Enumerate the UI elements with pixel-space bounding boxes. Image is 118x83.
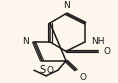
Text: O: O: [80, 73, 86, 82]
Text: N: N: [22, 37, 29, 46]
Text: N: N: [63, 1, 69, 10]
Text: O: O: [103, 47, 110, 56]
Text: NH: NH: [91, 37, 105, 46]
Text: O: O: [47, 66, 54, 75]
Text: S: S: [39, 65, 45, 75]
